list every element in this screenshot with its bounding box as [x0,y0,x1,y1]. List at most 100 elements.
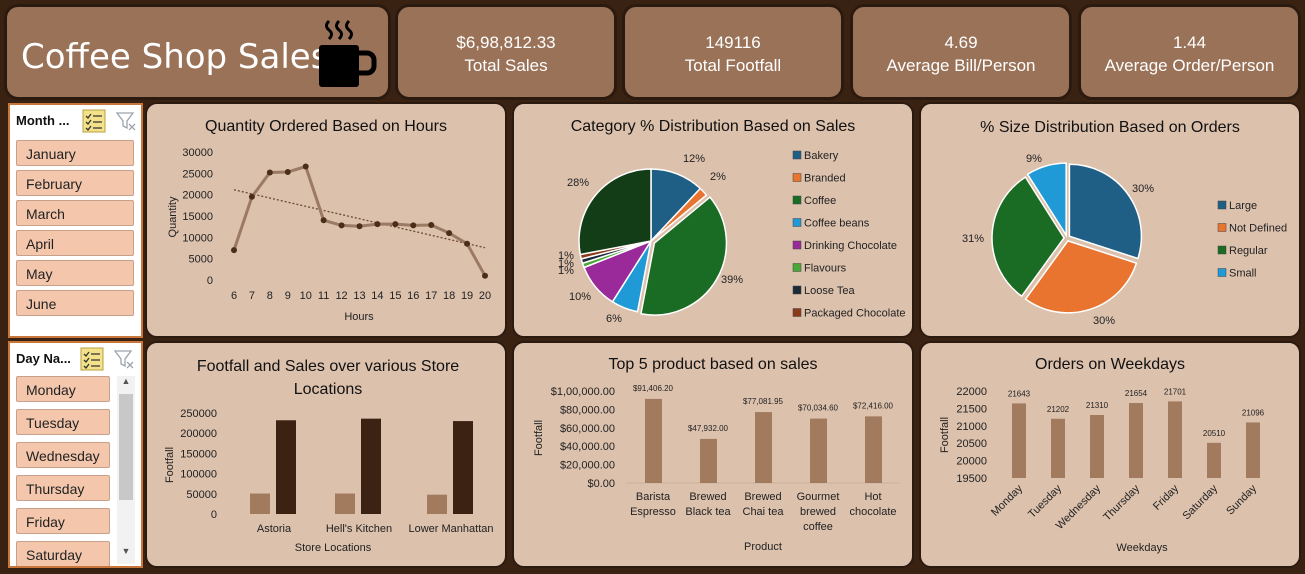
legend-swatch [792,195,802,205]
data-label: $91,406.20 [633,384,674,393]
bar [1012,403,1026,478]
kpi-value: 149116 [705,33,761,52]
slicer-item-april[interactable]: April [16,230,134,256]
slicer-item-wednesday[interactable]: Wednesday [16,442,110,468]
multi-select-icon[interactable] [82,109,106,133]
panel-category-pie: Category % Distribution Based on Sales 1… [512,102,914,338]
legend-swatch [1217,200,1227,210]
legend-label: Large [1229,200,1257,212]
y-tick-label: 20000 [956,456,987,468]
data-label: $77,081.95 [743,397,784,406]
clear-filter-icon[interactable] [114,109,138,133]
x-tick-label: Tuesday [1026,482,1064,520]
y-tick-label: 250000 [180,408,217,420]
legend-swatch [792,173,802,182]
x-tick-label: Espresso [630,506,676,518]
slicer-header: Day Na... [16,351,71,366]
kpi-label: Total Footfall [684,56,782,75]
slicer-item-friday[interactable]: Friday [16,508,110,534]
bar [865,416,882,483]
data-label: 21701 [1164,387,1187,396]
legend-label: Drinking Chocolate [804,240,897,252]
x-tick-label: Friday [1151,482,1181,512]
bar [1168,401,1182,478]
slicer-item-january[interactable]: January [16,140,134,166]
x-axis-label: Store Locations [295,542,372,554]
data-point [392,221,399,228]
x-tick-label: 17 [425,290,437,302]
data-label: 28% [567,177,589,189]
data-point [446,230,453,237]
x-tick-label: chocolate [849,506,896,518]
bar [810,418,827,483]
panel-weekday-chart: Orders on Weekdays 19500 20000 20500 21000 2… [919,341,1301,568]
y-axis-label: Footfall [164,447,176,483]
chart-title: Top 5 product based on sales [608,356,818,373]
scroll-down-icon[interactable]: ▼ [121,546,131,556]
x-tick-label: Chai tea [743,506,785,518]
bar [1051,418,1065,478]
slicer-item-saturday[interactable]: Saturday [16,541,110,566]
store-bar-chart: 0 50000 100000 150000 200000 250000 Footfall As… [164,408,494,554]
chart-title: % Size Distribution Based on Orders [980,119,1240,136]
x-tick-label: 13 [353,290,365,302]
data-label: 21310 [1086,401,1109,410]
kpi-value: $6,98,812.33 [456,33,556,52]
coffee-cup-icon [319,19,377,87]
data-point [464,240,471,247]
scrollbar-thumb[interactable] [119,394,133,500]
x-tick-label: Hot [864,491,881,503]
x-tick-label: 20 [479,290,491,302]
data-label: 30% [1132,183,1154,195]
data-label: 20510 [1203,429,1226,438]
multi-select-icon[interactable] [80,347,104,371]
x-tick-label: Barista [636,491,671,503]
legend-swatch [792,150,802,160]
data-point [374,221,381,228]
y-tick-label: 19500 [956,473,987,485]
slicer-item-tuesday[interactable]: Tuesday [16,409,110,435]
y-tick-label: 100000 [180,469,217,481]
x-tick-label: 18 [443,290,455,302]
bar [1246,422,1260,478]
kpi-average-order: 1.44 Average Order/Person [1078,4,1301,100]
x-axis-label: Hours [344,311,374,323]
x-tick-label: Thursday [1101,482,1142,523]
data-label: 30% [1093,315,1115,327]
x-tick-label: Sunday [1224,482,1259,517]
scroll-up-icon[interactable]: ▲ [121,376,131,386]
kpi-label: Average Order/Person [1104,56,1275,75]
legend-swatch [792,263,802,272]
slicer-item-june[interactable]: June [16,290,134,316]
x-tick-label: 19 [461,290,473,302]
y-tick-label: 21000 [956,421,987,433]
slicer-item-march[interactable]: March [16,200,134,226]
slicer-item-february[interactable]: February [16,170,134,196]
legend-label: Small [1229,268,1257,280]
bar [361,418,381,514]
legend-swatch [1217,268,1227,277]
y-tick-label: $20,000.00 [560,460,615,472]
legend-label: Regular [1229,245,1268,257]
legend-label: Bakery [804,150,839,162]
clear-filter-icon[interactable] [112,347,136,371]
legend-label: Branded [804,173,846,185]
data-point [428,221,435,228]
slicer-item-may[interactable]: May [16,260,134,286]
y-tick-label: 20000 [182,190,213,202]
bar [250,493,270,514]
kpi-total-sales: $6,98,812.33 Total Sales [395,4,617,100]
x-tick-label: Black tea [685,506,731,518]
x-tick-label: Lower Manhattan [409,523,494,535]
scrollbar[interactable]: ▲ ▼ [117,376,135,564]
bar [453,421,473,514]
x-tick-label: 6 [231,290,237,302]
chart-title: Footfall and Sales over various Store Lo… [196,358,460,398]
slicer-item-monday[interactable]: Monday [16,376,110,402]
y-tick-label: 200000 [180,428,217,440]
day-slicer: Day Na... Monday Tuesday Wednesday Thurs… [8,341,143,568]
data-label: 10% [569,291,591,303]
slicer-item-thursday[interactable]: Thursday [16,475,110,501]
page-title: Coffee Shop Sales [21,37,329,77]
data-point [356,223,363,230]
